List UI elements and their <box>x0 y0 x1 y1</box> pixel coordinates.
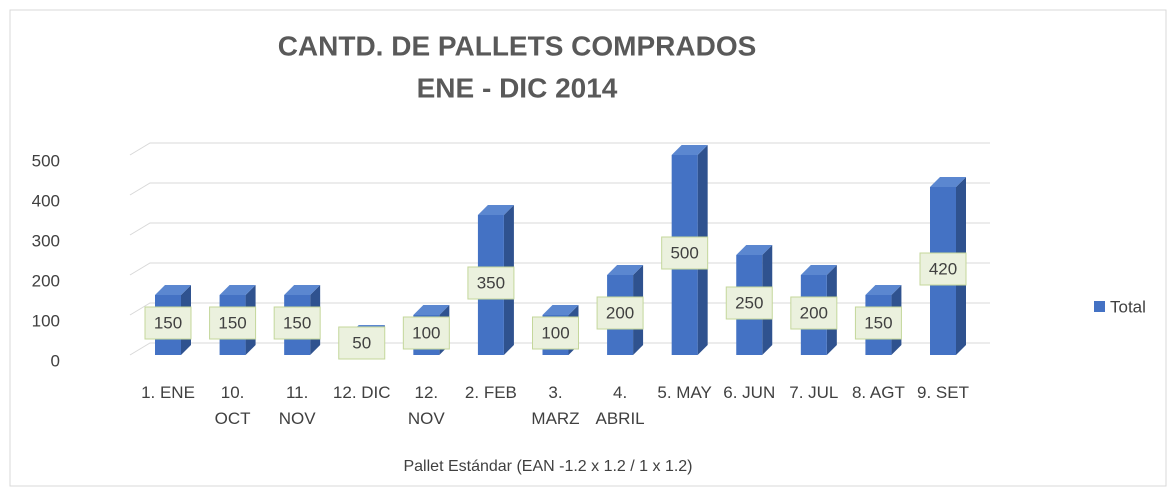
x-tick-label: 2. FEB <box>464 383 517 402</box>
x-tick-label: 11. NOV <box>278 383 316 428</box>
legend-swatch <box>1094 301 1105 312</box>
data-label-box <box>790 296 838 330</box>
data-label-box <box>273 306 321 340</box>
y-tick-label: 300 <box>32 231 60 250</box>
data-label-box <box>532 316 579 350</box>
data-label-box <box>467 266 515 300</box>
bar-top <box>736 245 773 255</box>
data-label-box <box>725 286 773 320</box>
bar-top <box>413 305 450 315</box>
x-tick-label: 8. AGT <box>851 383 905 402</box>
grid-line <box>129 222 990 236</box>
y-tick-label: 200 <box>32 271 60 290</box>
data-label-box <box>209 306 257 340</box>
y-tick-label: 100 <box>32 311 60 330</box>
bar-top <box>607 265 644 275</box>
data-label: 100 <box>541 323 569 342</box>
data-label: 50 <box>352 333 371 352</box>
bar-top <box>155 285 191 295</box>
data-label: 150 <box>283 313 311 332</box>
legend-label: Total <box>1110 297 1146 316</box>
bar-top <box>930 177 966 187</box>
data-label-box <box>661 236 709 270</box>
grid-line <box>129 182 990 196</box>
data-label-box <box>144 306 192 340</box>
x-tick-label: 7. JUL <box>789 383 839 402</box>
chart-border <box>9 9 1167 487</box>
x-tick-label: 3. MARZ <box>531 383 580 428</box>
x-tick-label: 6. JUN <box>723 383 776 402</box>
chart-title: ENE - DIC 2014 <box>417 72 618 103</box>
x-tick-label: 9. SET <box>917 383 969 402</box>
x-tick-label: 5. MAY <box>657 383 712 402</box>
data-label: 150 <box>218 313 246 332</box>
data-label: 200 <box>606 303 634 322</box>
bar-top <box>477 205 514 215</box>
bar-top <box>671 145 708 155</box>
data-label: 200 <box>800 303 828 322</box>
data-label-box <box>338 326 386 360</box>
grid-line <box>129 262 990 276</box>
data-label: 350 <box>477 273 505 292</box>
x-tick-label: 4. ABRIL <box>595 383 645 428</box>
bar-top <box>284 285 321 295</box>
chart-title: CANTD. DE PALLETS COMPRADOS <box>278 30 757 61</box>
data-label: 150 <box>154 313 182 332</box>
grid-line <box>129 142 990 156</box>
data-label: 420 <box>929 259 957 278</box>
x-tick-label: 10. OCT <box>214 383 251 428</box>
data-label-box <box>854 306 902 340</box>
x-tick-label: 12. NOV <box>407 383 445 428</box>
y-tick-label: 500 <box>32 151 60 170</box>
x-tick-label: 1. ENE <box>141 383 195 402</box>
bar-top <box>542 305 579 315</box>
x-axis-title: Pallet Estándar (EAN -1.2 x 1.2 / 1 x 1.… <box>403 458 692 475</box>
data-label-box <box>596 296 644 330</box>
data-label: 500 <box>670 243 698 262</box>
data-label: 250 <box>735 293 763 312</box>
data-label: 150 <box>864 313 892 332</box>
bar-top <box>800 265 837 275</box>
data-label-box <box>919 252 967 286</box>
y-tick-label: 400 <box>32 191 60 210</box>
grid-line <box>129 302 990 316</box>
grid-line <box>129 342 990 356</box>
y-tick-label: 0 <box>51 351 60 370</box>
x-tick-label: 12. DIC <box>332 383 391 402</box>
data-label-box <box>402 316 450 350</box>
bar-top <box>865 285 902 295</box>
bar-top <box>219 285 256 295</box>
data-label: 100 <box>412 323 440 342</box>
